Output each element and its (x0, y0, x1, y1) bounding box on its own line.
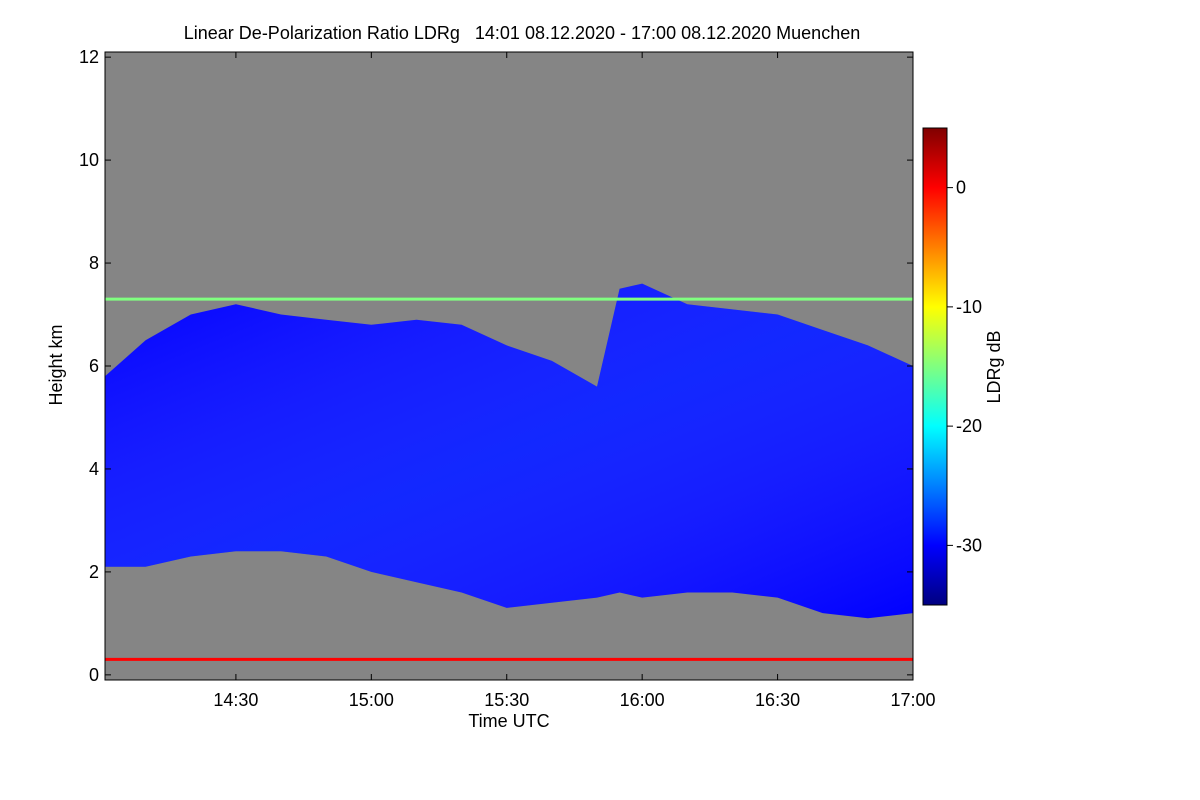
y-tick-label: 8 (89, 253, 99, 273)
x-tick-label: 14:30 (213, 690, 258, 710)
cloud-ldr-sheen (105, 283, 913, 619)
y-axis-title: Height km (46, 324, 66, 405)
colorbar (922, 127, 948, 606)
colorbar-tick-label: -20 (956, 416, 982, 436)
colorbar-label: LDRg dB (984, 330, 1004, 403)
chart-title: Linear De-Polarization Ratio LDRg 14:01 … (184, 23, 860, 43)
y-tick-label: 6 (89, 356, 99, 376)
colorbar-tick-label: -10 (956, 297, 982, 317)
x-tick-label: 16:00 (620, 690, 665, 710)
x-tick-label: 17:00 (890, 690, 935, 710)
y-tick-label: 10 (79, 150, 99, 170)
colorbar-tick-label: -30 (956, 535, 982, 555)
colorbar-tick-label: 0 (956, 178, 966, 198)
x-axis-title: Time UTC (468, 711, 549, 731)
x-tick-label: 15:30 (484, 690, 529, 710)
y-tick-label: 0 (89, 665, 99, 685)
x-tick-label: 15:00 (349, 690, 394, 710)
x-tick-label: 16:30 (755, 690, 800, 710)
y-tick-label: 2 (89, 562, 99, 582)
y-tick-label: 12 (79, 47, 99, 67)
y-tick-label: 4 (89, 459, 99, 479)
